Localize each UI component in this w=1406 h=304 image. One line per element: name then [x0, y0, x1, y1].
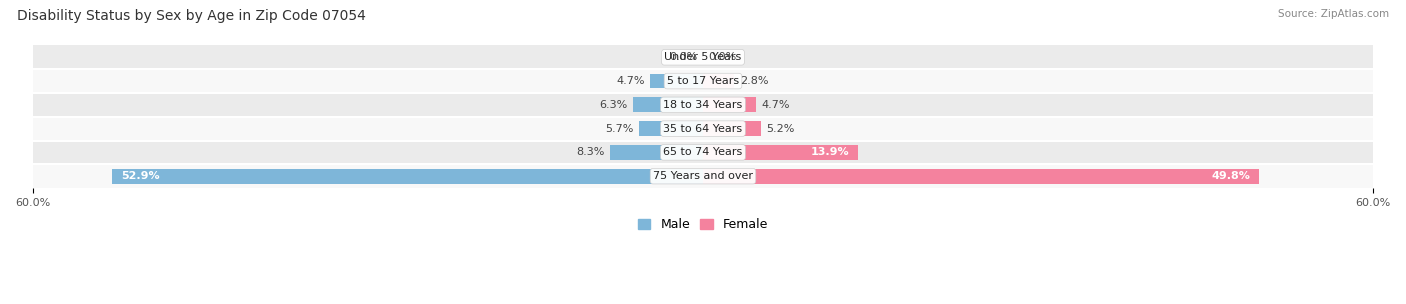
Bar — [32, 93, 1374, 117]
Text: 13.9%: 13.9% — [811, 147, 849, 157]
Legend: Male, Female: Male, Female — [633, 213, 773, 236]
Text: 75 Years and over: 75 Years and over — [652, 171, 754, 181]
Text: 0.0%: 0.0% — [709, 52, 737, 62]
Text: 18 to 34 Years: 18 to 34 Years — [664, 100, 742, 110]
Text: 65 to 74 Years: 65 to 74 Years — [664, 147, 742, 157]
Text: 35 to 64 Years: 35 to 64 Years — [664, 124, 742, 134]
Bar — [703, 121, 761, 136]
Text: 52.9%: 52.9% — [121, 171, 159, 181]
Bar — [703, 98, 755, 112]
Bar — [32, 117, 1374, 140]
Text: Under 5 Years: Under 5 Years — [665, 52, 741, 62]
Bar — [633, 98, 703, 112]
Text: 49.8%: 49.8% — [1212, 171, 1250, 181]
Bar — [640, 121, 703, 136]
Text: 2.8%: 2.8% — [740, 76, 768, 86]
Bar — [32, 45, 1374, 69]
Text: 5.2%: 5.2% — [766, 124, 794, 134]
Bar — [703, 145, 858, 160]
Text: Disability Status by Sex by Age in Zip Code 07054: Disability Status by Sex by Age in Zip C… — [17, 9, 366, 23]
Text: 8.3%: 8.3% — [576, 147, 605, 157]
Bar — [32, 69, 1374, 93]
Text: 5.7%: 5.7% — [606, 124, 634, 134]
Text: 5 to 17 Years: 5 to 17 Years — [666, 76, 740, 86]
Text: Source: ZipAtlas.com: Source: ZipAtlas.com — [1278, 9, 1389, 19]
Bar — [32, 164, 1374, 188]
Text: 4.7%: 4.7% — [616, 76, 645, 86]
Bar — [651, 74, 703, 88]
Bar — [32, 140, 1374, 164]
Text: 6.3%: 6.3% — [599, 100, 627, 110]
Bar — [703, 74, 734, 88]
Bar — [610, 145, 703, 160]
Text: 4.7%: 4.7% — [761, 100, 790, 110]
Bar — [703, 169, 1260, 184]
Text: 0.0%: 0.0% — [669, 52, 697, 62]
Bar — [112, 169, 703, 184]
